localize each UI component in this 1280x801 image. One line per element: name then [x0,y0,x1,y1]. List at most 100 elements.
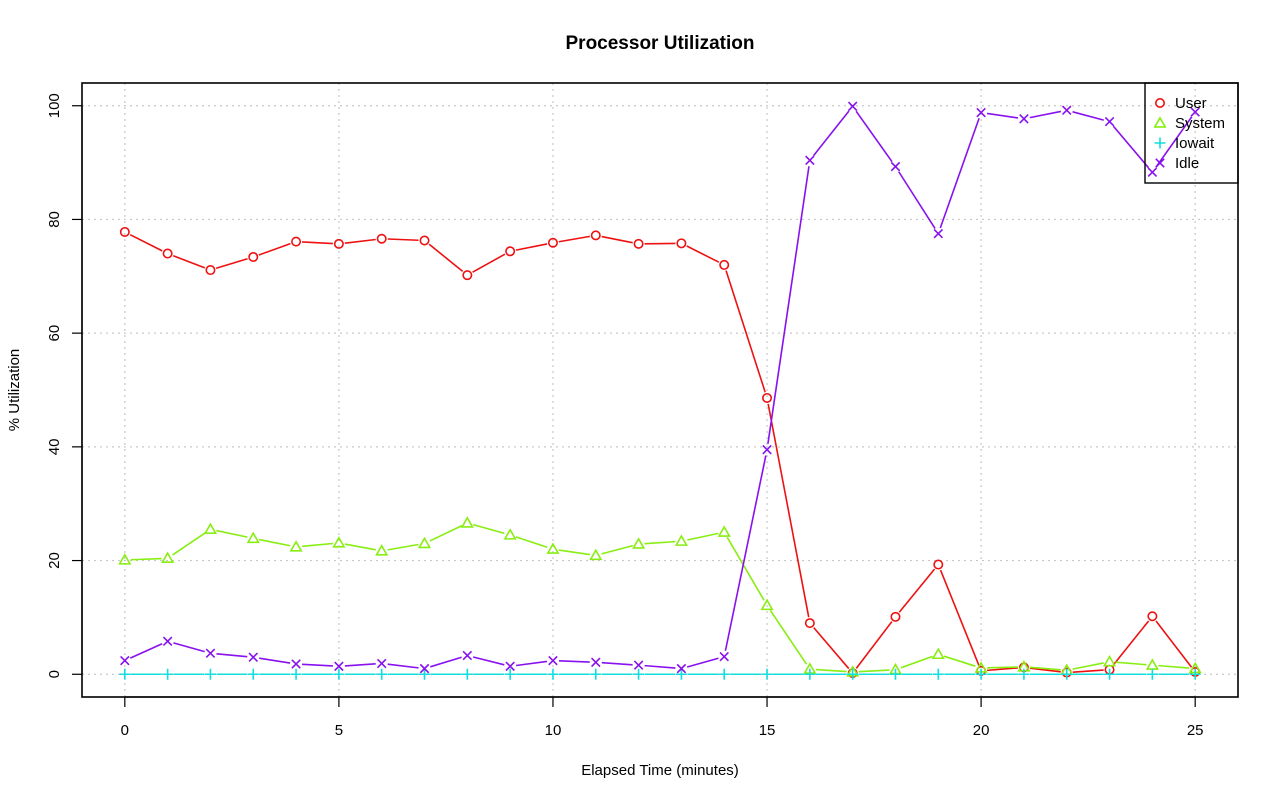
series-system-segment [130,557,162,561]
series-iowait-point [1189,668,1201,680]
series-iowait-point [675,668,687,680]
series-idle-segment [472,656,505,666]
legend: User System Iowait Idle [1144,82,1239,184]
series-idle-point [1190,107,1200,117]
series-user-segment [725,270,766,393]
series-user-point [333,238,344,249]
series-system-segment [644,540,676,545]
x-tick-label: 10 [545,722,562,739]
series-system-segment [900,655,933,669]
series-idle-segment [855,110,893,163]
series-user-point [676,238,687,249]
series-user-segment [215,257,248,270]
series-iowait-point [461,668,473,680]
series-idle-segment [344,663,376,667]
series-user-segment [172,254,206,269]
series-iowait [119,668,1201,680]
series-system-segment [216,529,248,538]
series-idle-point [505,661,515,672]
series-idle-segment [216,652,248,658]
series-idle-point [162,636,173,647]
series-idle-point [291,659,301,669]
series-system-point [674,534,688,546]
series-system-point [332,536,346,548]
series-system-segment [172,531,206,556]
series-user-segment [767,403,810,618]
series-iowait-point [975,668,987,680]
series-iowait-point [889,668,901,680]
series-system-segment [1029,666,1061,671]
series-system-segment [258,538,291,547]
series-system-segment [429,524,463,542]
series-user-segment [686,245,720,263]
x-tick-label: 5 [335,722,343,739]
series-system-segment [472,523,505,535]
series-user-segment [344,238,376,244]
series-idle-point [1104,116,1115,127]
series-idle-point [376,658,387,669]
series-idle-segment [1072,111,1104,121]
series-iowait-point [204,668,216,680]
series-iowait-point [633,668,645,680]
series-system-point [760,598,774,611]
legend-system-label: System [1175,115,1225,132]
series-system-point [931,647,945,660]
grid-layer [82,83,1238,697]
series-system-segment [1158,664,1190,669]
series-iowait-point [290,668,302,680]
series-system-segment [858,669,890,673]
plot-frame [81,82,1239,698]
series-idle-segment [767,166,810,444]
y-tick-label: 60 [46,325,63,342]
series-iowait-point [1061,668,1073,680]
series-system-point [717,525,731,537]
x-tick-label: 0 [121,722,129,739]
y-tick-label: 0 [46,670,63,678]
series-system-point [1102,654,1117,667]
series-idle-segment [302,663,333,667]
legend-idle-symbol [1155,158,1165,168]
series-idle-segment [1155,116,1193,168]
series-system-segment [769,610,808,665]
series-idle-point [1061,105,1072,116]
series-user-point [291,236,302,247]
y-axis-label: % Utilization [6,349,23,432]
x-tick-label: 20 [973,722,990,739]
series-idle-point [1019,114,1029,124]
series-user-segment [515,243,548,251]
series-idle-segment [686,657,719,668]
series-user-segment [855,621,893,669]
series-user-segment [898,568,936,613]
series-iowait-point [804,668,816,680]
series-idle-point [762,444,772,455]
series-idle-point [1147,167,1158,178]
legend-iowait-symbol [1154,137,1166,149]
series-user-point [719,259,730,270]
series-idle-point [248,652,259,662]
series-system-segment [687,532,719,541]
series-user-point [419,235,430,246]
series-idle-point [847,101,858,112]
series-system-segment [601,544,633,555]
series-user-point [633,238,644,249]
series-idle-point [334,661,344,672]
series-idle-segment [430,656,462,668]
series-system-point [246,531,260,544]
legend-user-symbol [1155,98,1166,109]
series-user [119,226,1201,679]
chart-title: Processor Utilization [566,33,755,54]
series-user-point [462,270,473,281]
series-user-point [505,246,516,257]
series-idle-point [676,663,687,674]
x-tick-label: 15 [759,722,776,739]
series-system-segment [387,543,419,551]
series-user-segment [1072,669,1104,673]
series-idle-point [633,660,644,670]
series-user-point [205,265,216,276]
series-system-segment [1072,662,1104,670]
series-iowait-point [847,668,859,680]
series-user-segment [129,233,163,252]
series-user-point [162,248,173,259]
